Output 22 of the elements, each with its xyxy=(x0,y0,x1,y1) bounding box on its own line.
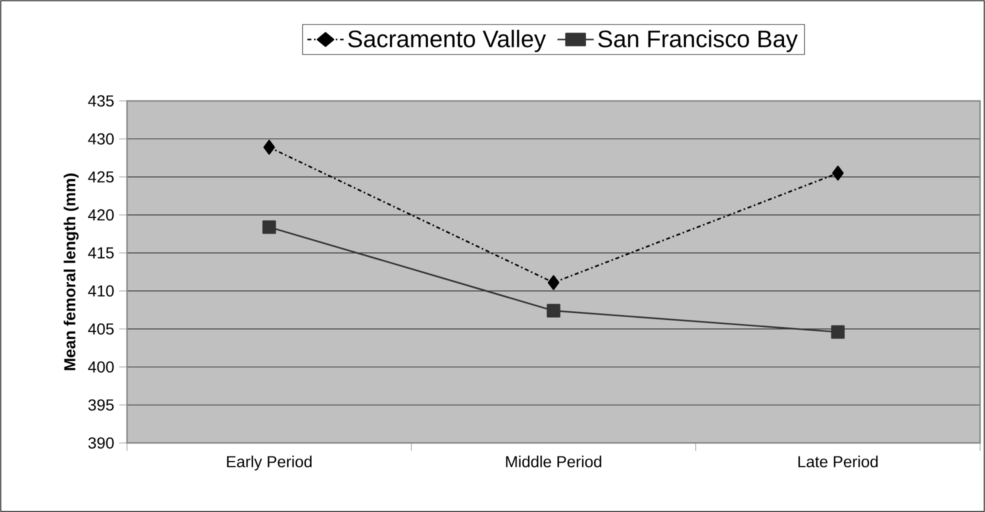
point xyxy=(548,275,560,290)
y-tick-label: 420 xyxy=(88,209,114,221)
legend-label: Sacramento Valley xyxy=(348,30,546,52)
y-tick-label: 415 xyxy=(88,247,114,258)
point xyxy=(262,220,276,234)
y-tick-label: 410 xyxy=(88,285,114,297)
point xyxy=(546,304,560,318)
legend-label: San Francisco Bay xyxy=(598,30,798,52)
y-tick-label: 390 xyxy=(88,437,114,449)
x-tick-label: Middle Period xyxy=(506,456,602,468)
y-tick-label: 430 xyxy=(88,133,114,144)
y-tick-label: 405 xyxy=(88,323,114,335)
y-tick-label: 435 xyxy=(88,95,114,106)
point xyxy=(832,166,844,181)
x-tick-label: Early Period xyxy=(227,456,312,470)
y-axis-title: Mean femoral length (mm) xyxy=(64,173,79,370)
y-tick-label: 425 xyxy=(88,171,114,182)
y-tick-label: 400 xyxy=(88,361,114,373)
point xyxy=(263,140,275,155)
point xyxy=(831,325,845,339)
y-tick-label: 395 xyxy=(88,399,114,411)
x-tick-label: Late Period xyxy=(798,456,878,468)
